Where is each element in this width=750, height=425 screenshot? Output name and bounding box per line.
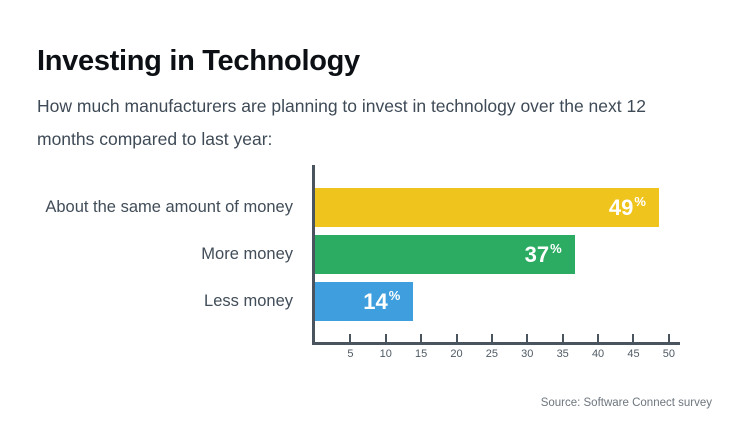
- bar-value-label: 37: [524, 241, 550, 267]
- percent-sign: %: [550, 241, 562, 256]
- x-axis-tick-mark: [349, 334, 352, 342]
- x-axis-tick-label: 25: [485, 348, 499, 360]
- bar-1: 37%: [315, 235, 575, 274]
- page-subtitle: How much manufacturers are planning to i…: [37, 95, 646, 149]
- x-axis-tick-mark: [667, 334, 670, 342]
- x-axis-tick-label: 30: [521, 348, 534, 360]
- bar-value-label: 49: [608, 194, 634, 220]
- x-axis-tick-label: 15: [415, 348, 428, 360]
- source-note: Source: Software Connect survey: [540, 397, 712, 409]
- x-axis-tick-label: 20: [450, 348, 463, 360]
- plot-area: 49% 37% 14% 5 10 15 20 25 30 35 40 45 50: [312, 165, 680, 360]
- percent-sign: %: [634, 194, 646, 209]
- x-axis-tick-label: 45: [627, 348, 640, 360]
- x-axis-tick-label: 40: [591, 348, 605, 360]
- page-title: Investing in Technology: [37, 45, 360, 78]
- x-axis-tick-label: 10: [379, 348, 392, 360]
- x-axis-tick-mark: [490, 334, 493, 342]
- bar-2: 14%: [315, 282, 414, 321]
- x-axis-tick-mark: [597, 334, 600, 342]
- bar-0: 49%: [315, 188, 659, 227]
- x-axis-tick-label: 50: [662, 348, 675, 360]
- x-axis-tick-mark: [632, 334, 635, 342]
- category-label: Less money: [204, 291, 293, 310]
- category-label: About the same amount of money: [45, 197, 293, 216]
- x-axis-tick-mark: [420, 334, 423, 342]
- x-axis-tick-label: 35: [556, 348, 569, 360]
- percent-sign: %: [388, 288, 401, 303]
- category-label: More money: [201, 244, 293, 263]
- x-axis-tick-label: 5: [347, 348, 354, 360]
- x-axis-tick-mark: [526, 334, 529, 342]
- x-axis-tick-mark: [384, 334, 387, 342]
- bar-chart: About the same amount of money More money…: [0, 165, 750, 385]
- x-axis-tick-mark: [561, 334, 564, 342]
- bar-value-label: 14: [363, 288, 388, 314]
- x-axis-tick-mark: [455, 334, 458, 342]
